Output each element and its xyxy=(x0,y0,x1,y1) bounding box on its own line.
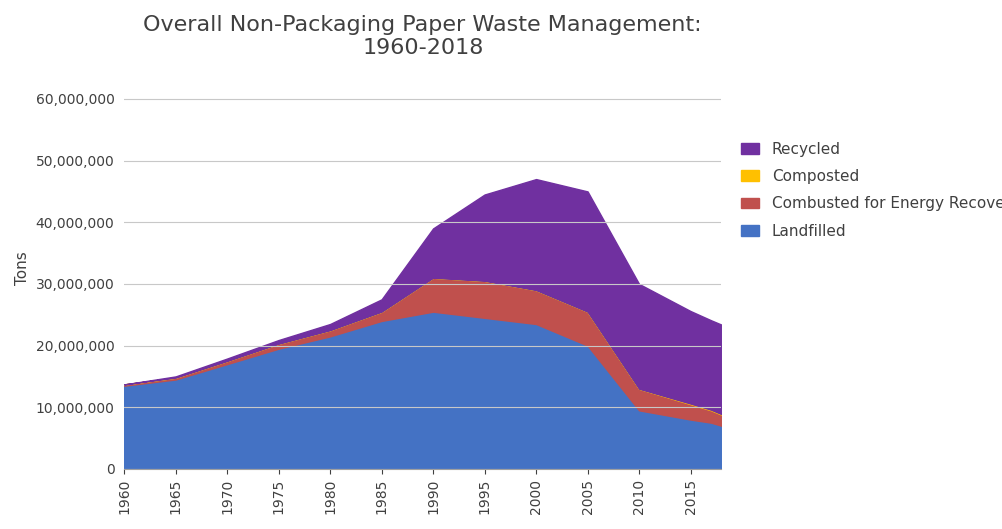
Legend: Recycled, Composted, Combusted for Energy Recovery, Landfilled: Recycled, Composted, Combusted for Energ… xyxy=(735,136,1002,245)
Title: Overall Non-Packaging Paper Waste Management:
1960-2018: Overall Non-Packaging Paper Waste Manage… xyxy=(143,15,702,58)
Y-axis label: Tons: Tons xyxy=(15,252,30,285)
